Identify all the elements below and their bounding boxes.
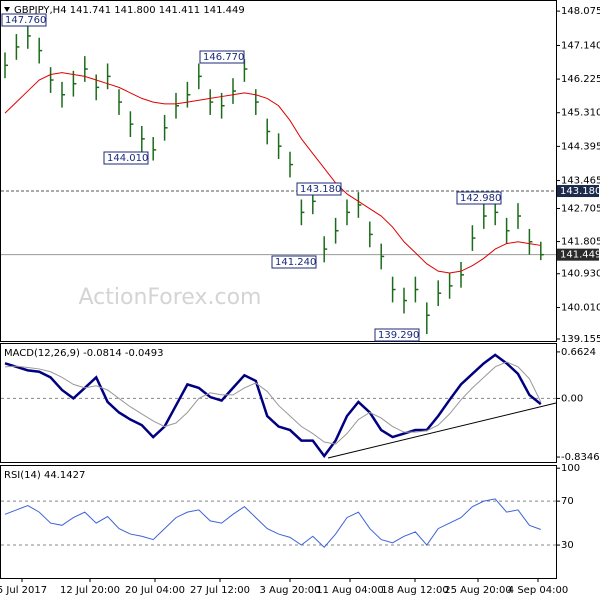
y-tick-label: 141.805 bbox=[561, 237, 600, 248]
watermark: ActionForex.com bbox=[79, 285, 262, 310]
y-tick-label: 146.225 bbox=[561, 74, 600, 85]
panel-title: RSI(14) 44.1427 bbox=[4, 470, 85, 481]
y-tick-label: 100 bbox=[561, 463, 580, 474]
annotation: 139.290 bbox=[378, 330, 419, 341]
y-tick-label: 140.010 bbox=[561, 303, 600, 314]
annotation: 144.010 bbox=[107, 153, 148, 164]
y-tick-label: 0.00 bbox=[561, 393, 583, 404]
y-tick-label: 145.310 bbox=[561, 108, 600, 119]
x-tick-label: 27 Jul 12:00 bbox=[190, 585, 250, 596]
macd-trendline bbox=[327, 402, 557, 459]
y-tick-label: 147.140 bbox=[561, 40, 600, 51]
annotation-box bbox=[456, 191, 502, 205]
macd-panel bbox=[0, 343, 557, 463]
level-box bbox=[557, 248, 599, 261]
annotation: 141.240 bbox=[275, 257, 316, 268]
y-tick-label: 0.6624 bbox=[561, 347, 596, 358]
y-tick-label: 139.155 bbox=[561, 334, 600, 345]
x-tick-label: 4 Sep 04:00 bbox=[508, 585, 568, 596]
annotation-box bbox=[1, 13, 47, 27]
y-tick-label: 148.075 bbox=[561, 6, 600, 17]
y-tick-label: 70 bbox=[561, 496, 574, 507]
annotation-box bbox=[271, 255, 317, 269]
annotation-box bbox=[296, 182, 342, 196]
annotation: 147.760 bbox=[5, 15, 46, 26]
series-line bbox=[4, 498, 541, 548]
x-tick-label: 18 Aug 12:00 bbox=[381, 585, 448, 596]
series-line bbox=[4, 353, 542, 459]
annotation: 142.980 bbox=[460, 193, 501, 204]
y-tick-label: -0.8346 bbox=[561, 452, 600, 463]
price-panel bbox=[0, 0, 557, 342]
level-label: 141.449 bbox=[560, 250, 600, 261]
menu-arrow bbox=[4, 7, 10, 12]
annotation-box bbox=[103, 151, 149, 165]
x-tick-label: 3 Aug 20:00 bbox=[259, 585, 320, 596]
annotation-box bbox=[199, 50, 245, 64]
panel-title: MACD(12,26,9) -0.0814 -0.0493 bbox=[4, 348, 164, 359]
annotation-box bbox=[374, 328, 420, 342]
x-tick-label: 12 Jul 20:00 bbox=[60, 585, 120, 596]
y-tick-label: 142.705 bbox=[561, 203, 600, 214]
x-tick-label: 25 Aug 20:00 bbox=[444, 585, 511, 596]
level-label: 143.180 bbox=[560, 186, 600, 197]
annotation: 143.180 bbox=[300, 184, 341, 195]
y-tick-label: 143.465 bbox=[561, 176, 600, 187]
rsi-panel bbox=[0, 465, 557, 579]
level-box bbox=[557, 185, 599, 198]
y-tick-label: 30 bbox=[561, 540, 574, 551]
series-line bbox=[4, 72, 541, 274]
series-line bbox=[4, 361, 542, 445]
y-tick-label: 144.395 bbox=[561, 141, 600, 152]
x-tick-label: 20 Jul 04:00 bbox=[125, 585, 185, 596]
x-tick-label: 5 Jul 2017 bbox=[0, 585, 47, 596]
annotation: 146.770 bbox=[203, 52, 244, 63]
x-tick-label: 11 Aug 04:00 bbox=[316, 585, 383, 596]
panel-title: GBPJPY,H4 141.741 141.800 141.411 141.44… bbox=[14, 5, 245, 16]
y-tick-label: 140.930 bbox=[561, 269, 600, 280]
